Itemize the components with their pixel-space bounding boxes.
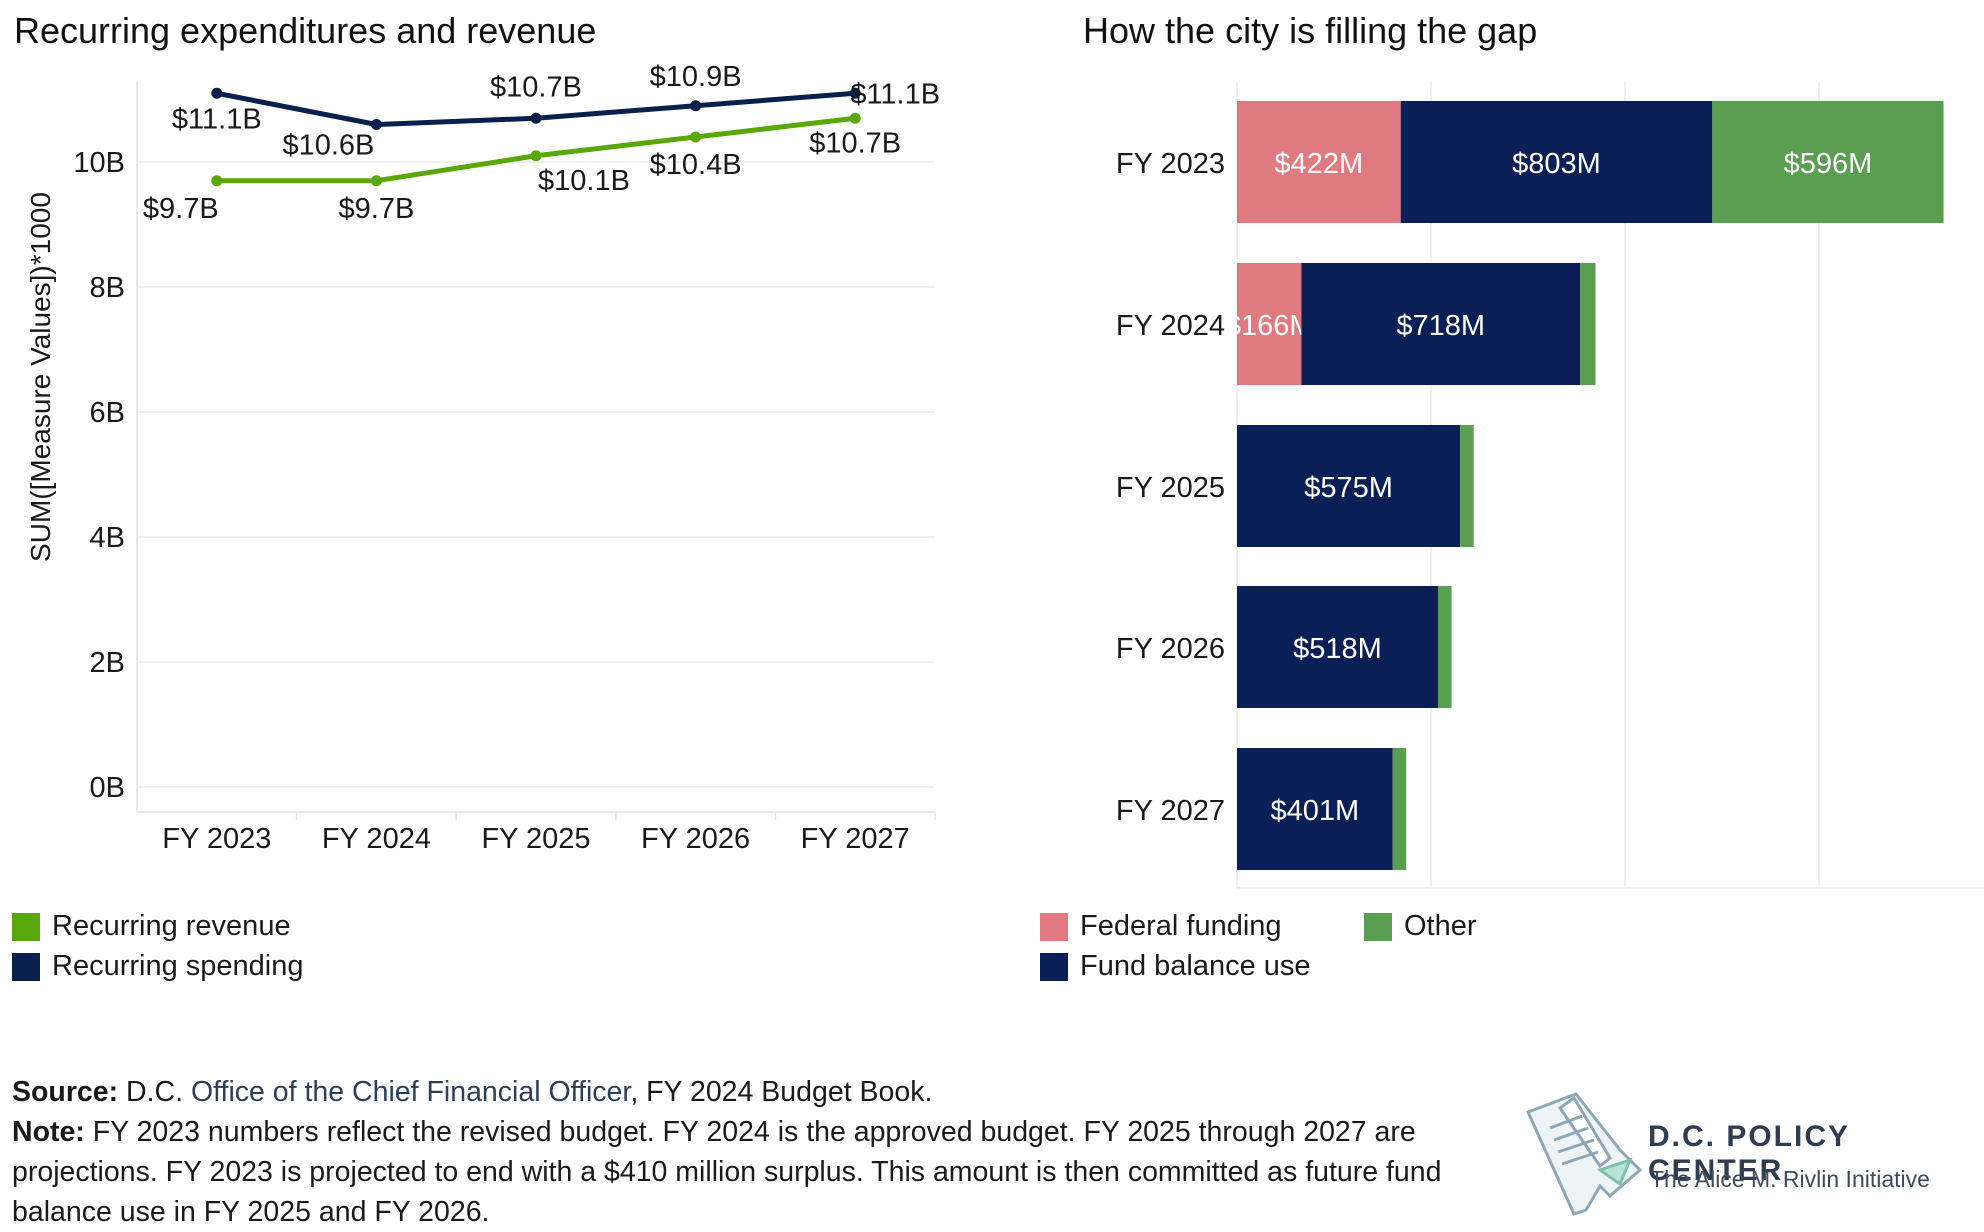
- logo-tagline: The Alice M. Rivlin Initiative: [1650, 1166, 1930, 1192]
- bar-segment-other: [1460, 425, 1474, 547]
- data-label: $9.7B: [143, 193, 219, 225]
- data-point: [849, 112, 861, 124]
- legend-item-spending: Recurring spending: [12, 950, 303, 983]
- data-label: $11.1B: [172, 103, 262, 135]
- data-point: [530, 112, 542, 124]
- legend-label-other: Other: [1404, 910, 1477, 942]
- bar-segment-fund-balance-use: [1237, 425, 1461, 547]
- legend-item-revenue: Recurring revenue: [12, 910, 291, 943]
- bar-segment-other: [1392, 748, 1407, 870]
- source-link[interactable]: Office of the Chief Financial Officer: [190, 1076, 631, 1108]
- data-point: [849, 87, 861, 99]
- data-label: $10.6B: [282, 130, 374, 162]
- data-point: [370, 175, 382, 187]
- data-label: $10.1B: [538, 165, 630, 197]
- x-tick-label: FY 2026: [641, 823, 750, 855]
- legend-swatch-fund-balance: [1040, 952, 1068, 981]
- y-tick-label: 8B: [90, 272, 125, 304]
- y-category-label: FY 2023: [1116, 148, 1225, 180]
- legend-swatch-spending: [12, 952, 40, 981]
- data-point: [370, 119, 382, 130]
- x-tick-label: FY 2023: [162, 823, 271, 855]
- legend-label-spending: Recurring spending: [52, 950, 304, 982]
- data-point: [211, 87, 223, 99]
- legend-swatch-federal: [1040, 912, 1068, 941]
- bar-value-label: $422M: [1275, 148, 1364, 180]
- bar-value-label: $166M: [1225, 310, 1314, 342]
- data-label: $10.9B: [650, 61, 742, 93]
- y-tick-label: 4B: [90, 522, 125, 554]
- source-line: Source: D.C. Office of the Chief Financi…: [12, 1072, 1462, 1112]
- bar-segment-federal-funding: [1237, 101, 1401, 223]
- data-label: $10.4B: [650, 149, 742, 181]
- y-tick-label: 6B: [90, 397, 125, 429]
- y-tick-label: 10B: [73, 147, 125, 179]
- bar-segment-other: [1712, 101, 1944, 223]
- bar-value-label: $575M: [1304, 472, 1393, 504]
- data-point: [690, 100, 702, 112]
- data-label: $10.7B: [490, 71, 582, 103]
- right-chart-title: How the city is filling the gap: [1083, 10, 1538, 51]
- bar-value-label: $401M: [1270, 795, 1359, 827]
- y-category-label: FY 2024: [1116, 310, 1225, 342]
- bar-value-label: $518M: [1293, 633, 1382, 665]
- source-post: , FY 2024 Budget Book.: [630, 1076, 933, 1108]
- capitol-document-icon: [1525, 1092, 1643, 1216]
- legend-item-federal: Federal funding: [1040, 910, 1282, 943]
- legend-label-federal: Federal funding: [1080, 910, 1282, 942]
- bar-segment-fund-balance-use: [1400, 101, 1713, 223]
- bar-segment-fund-balance-use: [1237, 748, 1393, 870]
- x-tick-label: FY 2027: [801, 823, 910, 855]
- source-label: Source:: [12, 1076, 119, 1108]
- logo-name: D.C. POLICY CENTER: [1648, 1120, 1850, 1187]
- bar-segment-fund-balance-use: [1301, 263, 1580, 385]
- data-label: $10.7B: [809, 127, 901, 159]
- note-paragraph: Note: FY 2023 numbers reflect the revise…: [12, 1112, 1462, 1232]
- y-category-label: FY 2027: [1116, 795, 1225, 827]
- bar-segment-other: [1437, 586, 1452, 708]
- y-category-label: FY 2026: [1116, 633, 1225, 665]
- bar-value-label: $596M: [1784, 148, 1873, 180]
- source-pre: D.C.: [118, 1076, 191, 1108]
- legend-item-other: Other: [1364, 910, 1477, 943]
- legend-item-fund-balance: Fund balance use: [1040, 950, 1311, 983]
- legend-swatch-revenue: [12, 912, 40, 941]
- data-label: $9.7B: [339, 193, 415, 225]
- bar-segment-federal-funding: [1237, 263, 1302, 385]
- bar-value-label: $718M: [1396, 310, 1485, 342]
- y-axis-title: SUM([Measure Values])*1000: [25, 192, 56, 562]
- y-tick-label: 2B: [90, 647, 125, 679]
- note-text: FY 2023 numbers reflect the revised budg…: [12, 1116, 1442, 1228]
- legend-swatch-other: [1364, 912, 1392, 941]
- legend-label-fund-balance: Fund balance use: [1080, 950, 1311, 982]
- data-point: [530, 150, 542, 162]
- data-label: $11.1B: [850, 78, 940, 110]
- data-point: [211, 175, 223, 187]
- bar-value-label: $803M: [1512, 148, 1601, 180]
- note-label: Note:: [12, 1116, 85, 1148]
- y-category-label: FY 2025: [1116, 472, 1225, 504]
- x-tick-label: FY 2024: [322, 823, 431, 855]
- left-chart-title: Recurring expenditures and revenue: [14, 10, 597, 51]
- bar-segment-fund-balance-use: [1237, 586, 1438, 708]
- bar-segment-other: [1579, 263, 1596, 385]
- y-tick-label: 0B: [90, 772, 125, 804]
- data-point: [690, 131, 702, 143]
- x-tick-label: FY 2025: [481, 823, 590, 855]
- legend-label-revenue: Recurring revenue: [52, 910, 291, 942]
